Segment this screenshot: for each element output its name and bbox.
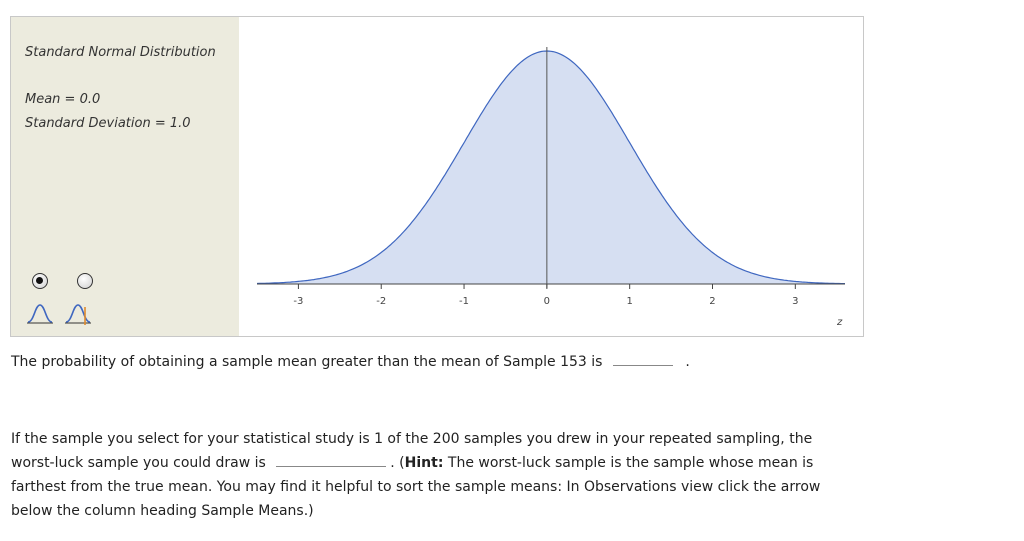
x-tick-label: 2 xyxy=(709,296,715,307)
radio-option-1[interactable] xyxy=(32,273,48,289)
x-tick-label: -1 xyxy=(459,296,469,307)
hint-label: Hint: xyxy=(404,455,444,471)
question-2-line-2: worst-luck sample you could draw is . (H… xyxy=(11,451,871,475)
answer-blank-2[interactable] xyxy=(276,454,387,467)
distribution-title: Standard Normal Distribution xyxy=(25,45,216,60)
question-1-period: . xyxy=(685,354,690,370)
x-ticks: -3 -2 -1 0 1 2 3 xyxy=(293,284,798,307)
x-tick-label: 3 xyxy=(792,296,798,307)
question-2-line-3: farthest from the true mean. You may fin… xyxy=(11,479,821,495)
normal-curve-icon[interactable] xyxy=(25,301,55,327)
normal-curve-plot: -3 -2 -1 0 1 2 3 z xyxy=(256,47,845,328)
x-axis-label: z xyxy=(836,317,843,328)
answer-blank-1[interactable] xyxy=(612,353,673,366)
question-2: If the sample you select for your statis… xyxy=(11,427,871,523)
sd-label: Standard Deviation = 1.0 xyxy=(25,116,191,131)
question-2-line-4: below the column heading Sample Means.) xyxy=(11,503,314,519)
x-tick-label: -3 xyxy=(293,296,303,307)
x-tick-label: 1 xyxy=(626,296,632,307)
curve-line xyxy=(256,50,845,285)
question-1: The probability of obtaining a sample me… xyxy=(11,350,690,374)
x-tick-label: 0 xyxy=(544,296,550,307)
question-2-prefix: worst-luck sample you could draw is xyxy=(11,455,266,471)
question-1-text: The probability of obtaining a sample me… xyxy=(11,354,603,370)
question-2-line-1: If the sample you select for your statis… xyxy=(11,431,813,447)
curve-area xyxy=(257,51,845,284)
mean-label: Mean = 0.0 xyxy=(25,92,101,107)
hint-text: The worst-luck sample is the sample whos… xyxy=(443,455,814,471)
info-panel: Standard Normal Distribution Mean = 0.0 … xyxy=(11,17,239,336)
distribution-widget: Standard Normal Distribution Mean = 0.0 … xyxy=(10,16,864,337)
radio-option-2[interactable] xyxy=(77,273,93,289)
question-2-after-blank: . ( xyxy=(390,455,405,471)
x-tick-label: -2 xyxy=(376,296,386,307)
normal-curve-with-marker-icon[interactable] xyxy=(63,301,93,327)
radio-selected-dot xyxy=(36,277,43,284)
